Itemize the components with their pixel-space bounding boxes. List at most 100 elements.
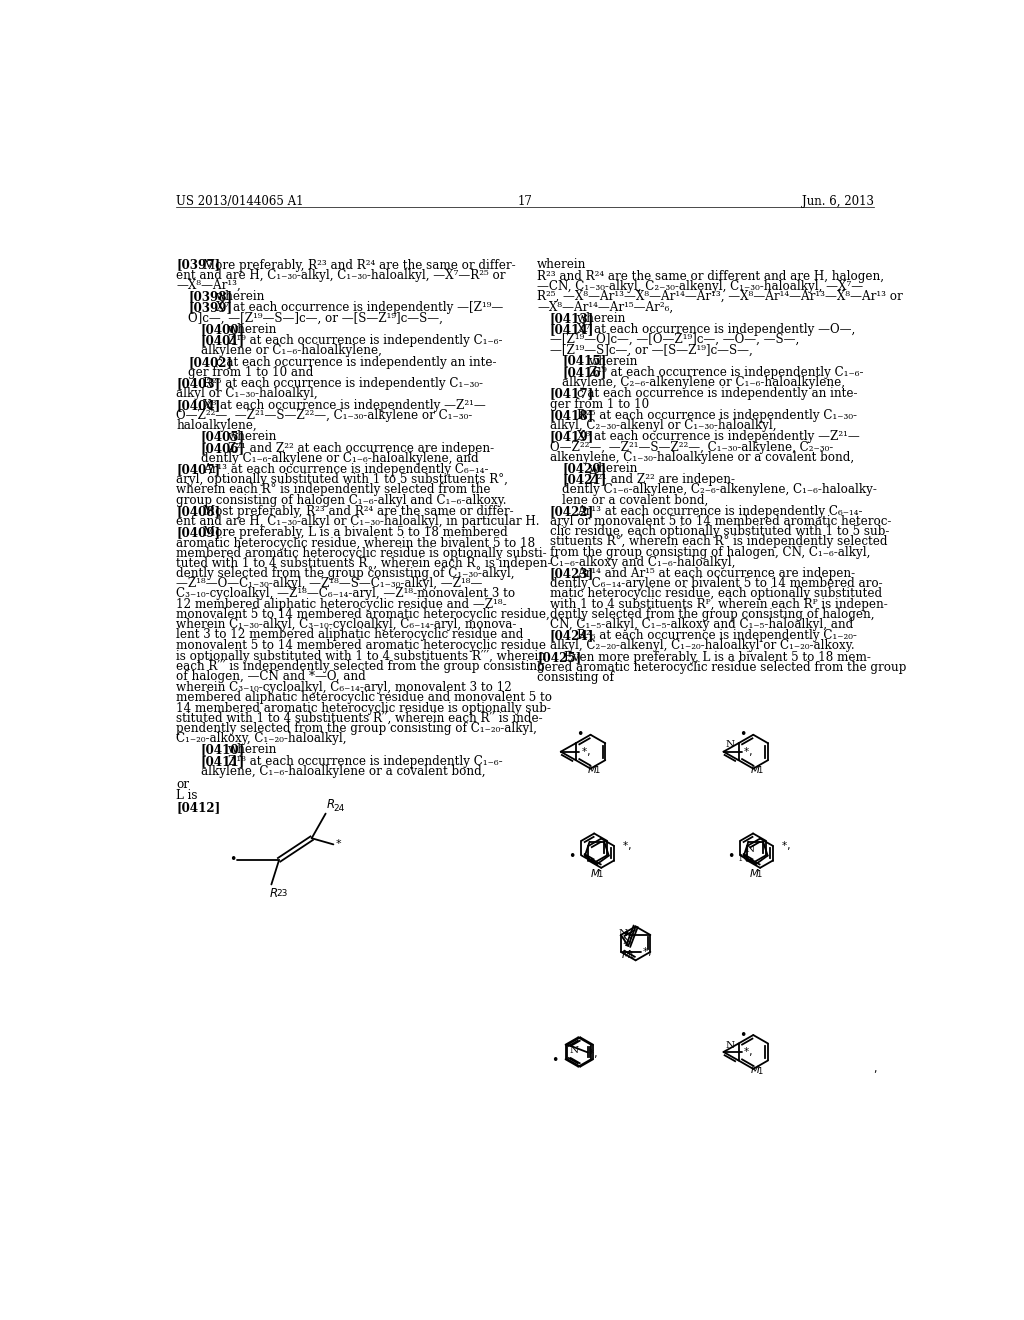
Text: lent 3 to 12 membered aliphatic heterocyclic residue and: lent 3 to 12 membered aliphatic heterocy… [176, 628, 523, 642]
Text: 1: 1 [757, 1067, 762, 1076]
Text: [0404]: [0404] [176, 399, 220, 412]
Text: N: N [745, 845, 755, 854]
Text: •: • [568, 850, 575, 863]
Text: •: • [229, 853, 237, 866]
Text: M: M [588, 764, 597, 775]
Text: Z²¹ and Z²² at each occurrence are indepen-: Z²¹ and Z²² at each occurrence are indep… [228, 442, 494, 454]
Text: alkyl, C₂₋₃₀-alkenyl or C₁₋₃₀-haloalkyl,: alkyl, C₂₋₃₀-alkenyl or C₁₋₃₀-haloalkyl, [550, 418, 776, 432]
Text: Ar¹³ at each occurrence is independently C₆₋₁₄-: Ar¹³ at each occurrence is independently… [203, 463, 488, 477]
Text: or: or [176, 777, 189, 791]
Text: Z¹⁹ at each occurrence is independently C₁₋₆-: Z¹⁹ at each occurrence is independently … [228, 334, 503, 347]
Text: —[Z¹⁹—S]ᴄ—, or —[S—Z¹⁹]ᴄ—S—,: —[Z¹⁹—S]ᴄ—, or —[S—Z¹⁹]ᴄ—S—, [550, 343, 753, 356]
Text: [0401]: [0401] [201, 334, 245, 347]
Text: pendently selected from the group consisting of C₁₋₂₀-alkyl,: pendently selected from the group consis… [176, 722, 537, 735]
Text: of halogen, —CN and *—O, and: of halogen, —CN and *—O, and [176, 671, 366, 682]
Text: [0413]: [0413] [550, 312, 594, 325]
Text: X⁸ at each occurrence is independently —Z²¹—: X⁸ at each occurrence is independently —… [577, 430, 859, 444]
Text: [0414]: [0414] [550, 323, 594, 337]
Text: membered aromatic heterocyclic residue is optionally substi-: membered aromatic heterocyclic residue i… [176, 546, 547, 560]
Text: R²⁵ at each occurrence is independently C₁₋₃₀-: R²⁵ at each occurrence is independently … [203, 378, 483, 391]
Text: Even more preferably, L is a bivalent 5 to 18 mem-: Even more preferably, L is a bivalent 5 … [564, 651, 871, 664]
Text: aromatic heterocyclic residue, wherein the bivalent 5 to 18: aromatic heterocyclic residue, wherein t… [176, 537, 536, 549]
Text: alkylene, C₁₋₆-haloalkylene or a covalent bond,: alkylene, C₁₋₆-haloalkylene or a covalen… [201, 764, 485, 777]
Text: wherein: wherein [589, 355, 639, 367]
Text: R²₆ at each occurrence is independently C₁₋₂₀-: R²₆ at each occurrence is independently … [577, 630, 856, 643]
Text: ,: , [873, 1064, 877, 1073]
Text: [0417]: [0417] [550, 387, 594, 400]
Text: alkylene or C₁₋₆-haloalkylene,: alkylene or C₁₋₆-haloalkylene, [201, 345, 382, 358]
Text: bered aromatic heterocyclic residue selected from the group: bered aromatic heterocyclic residue sele… [538, 661, 906, 675]
Text: dently C₁₋₆-alkylene, C₂₋₆-alkenylene, C₁₋₆-haloalky-: dently C₁₋₆-alkylene, C₂₋₆-alkenylene, C… [562, 483, 877, 496]
Text: lene or a covalent bond,: lene or a covalent bond, [562, 494, 709, 507]
Text: tuted with 1 to 4 substituents R˳, wherein each R˳ is indepen-: tuted with 1 to 4 substituents R˳, where… [176, 557, 552, 570]
Text: [0423]: [0423] [550, 568, 594, 579]
Text: consisting of: consisting of [538, 671, 614, 684]
Text: [0407]: [0407] [176, 463, 220, 477]
Text: [0425]: [0425] [538, 651, 582, 664]
Text: *: * [336, 840, 341, 849]
Text: [0398]: [0398] [188, 290, 232, 304]
Text: [0409]: [0409] [176, 527, 220, 540]
Text: O—Z²²—, —Z²¹—S—Z²²—, C₁₋₃₀-alkylene or C₁₋₃₀-: O—Z²²—, —Z²¹—S—Z²²—, C₁₋₃₀-alkylene or C… [176, 409, 472, 422]
Text: [0412]: [0412] [176, 801, 220, 814]
Text: [0411]: [0411] [201, 755, 245, 768]
Text: •: • [622, 928, 630, 941]
Text: dently C₆₋₁₄-arylene or bivalent 5 to 14 membered aro-: dently C₆₋₁₄-arylene or bivalent 5 to 14… [550, 577, 883, 590]
Text: —X⁸—Ar¹³,: —X⁸—Ar¹³, [176, 279, 241, 292]
Text: stituted with 1 to 4 substituents R′′, wherein each R′′ is inde-: stituted with 1 to 4 substituents R′′, w… [176, 711, 543, 725]
Text: *,: *, [744, 747, 756, 756]
Text: *,: *, [642, 946, 654, 957]
Text: X⁸ at each occurrence is independently —Z²¹—: X⁸ at each occurrence is independently —… [203, 399, 486, 412]
Text: Z²¹ and Z²² are indepen-: Z²¹ and Z²² are indepen- [589, 474, 735, 486]
Text: wherein: wherein [228, 743, 278, 756]
Text: alkyl or C₁₋₃₀-haloalkyl,: alkyl or C₁₋₃₀-haloalkyl, [176, 387, 317, 400]
Text: 12 membered aliphatic heterocyclic residue and —Z¹⁸-: 12 membered aliphatic heterocyclic resid… [176, 598, 507, 611]
Text: [0405]: [0405] [201, 430, 245, 444]
Text: 14 membered aromatic heterocyclic residue is optionally sub-: 14 membered aromatic heterocyclic residu… [176, 701, 551, 714]
Text: wherein: wherein [228, 430, 278, 444]
Text: wherein: wherein [538, 259, 587, 272]
Text: alkenylene, C₁₋₃₀-haloalkylene or a covalent bond,: alkenylene, C₁₋₃₀-haloalkylene or a cova… [550, 450, 854, 463]
Text: O]ᴄ—, —[Z¹⁹—S—]ᴄ—, or —[S—Z¹⁹]ᴄ—S—,: O]ᴄ—, —[Z¹⁹—S—]ᴄ—, or —[S—Z¹⁹]ᴄ—S—, [188, 312, 443, 325]
Text: aryl, optionally substituted with 1 to 5 substituents R°,: aryl, optionally substituted with 1 to 5… [176, 474, 508, 486]
Text: •: • [575, 729, 584, 742]
Text: wherein C₁₋₃₀-alkyl, C₃₋₁₀-cycloalkyl, C₆₋₁₄-aryl, monova-: wherein C₁₋₃₀-alkyl, C₃₋₁₀-cycloalkyl, C… [176, 618, 516, 631]
Text: [0422]: [0422] [550, 506, 594, 517]
Text: —CN, C₁₋₃₀-alkyl, C₂₋₃₀-alkenyl, C₁₋₃₀-haloalkyl, —X⁷—: —CN, C₁₋₃₀-alkyl, C₂₋₃₀-alkenyl, C₁₋₃₀-h… [538, 280, 863, 293]
Text: R: R [270, 887, 278, 900]
Text: dently selected from the group consisting of C₁₋₃₀-alkyl,: dently selected from the group consistin… [176, 568, 514, 579]
Text: 23: 23 [276, 890, 288, 898]
Text: M: M [751, 1065, 760, 1074]
Text: *,: *, [589, 1049, 601, 1059]
Text: [0397]: [0397] [176, 259, 220, 272]
Text: ent and are H, C₁₋₃₀-alkyl or C₁₋₃₀-haloalkyl, in particular H.: ent and are H, C₁₋₃₀-alkyl or C₁₋₃₀-halo… [176, 515, 540, 528]
Text: alkylene, C₂₋₆-alkenylene or C₁₋₆-haloalkylene,: alkylene, C₂₋₆-alkenylene or C₁₋₆-haloal… [562, 376, 845, 389]
Text: Most preferably, R²³ and R²⁴ are the same or differ-: Most preferably, R²³ and R²⁴ are the sam… [203, 506, 514, 517]
Text: Ar¹³ at each occurrence is independently C₆₋₁₄-: Ar¹³ at each occurrence is independently… [577, 506, 862, 517]
Text: dently selected from the group consisting of halogen,: dently selected from the group consistin… [550, 607, 874, 620]
Text: Z¹⁹ at each occurrence is independently C₁₋₆-: Z¹⁹ at each occurrence is independently … [589, 366, 863, 379]
Text: C₁₋₆-alkoxy and C₁₋₆-haloalkyl,: C₁₋₆-alkoxy and C₁₋₆-haloalkyl, [550, 556, 735, 569]
Text: aryl or monovalent 5 to 14 membered aromatic heteroc-: aryl or monovalent 5 to 14 membered arom… [550, 515, 891, 528]
Text: R: R [328, 797, 335, 810]
Text: [0419]: [0419] [550, 430, 594, 444]
Text: —[Z¹⁹—O]ᴄ—, —[O—Z¹⁹]ᴄ—, —O—, —S—,: —[Z¹⁹—O]ᴄ—, —[O—Z¹⁹]ᴄ—, —O—, —S—, [550, 333, 799, 346]
Text: *,: *, [782, 841, 794, 851]
Text: *,: *, [582, 747, 594, 756]
Text: •: • [738, 1028, 746, 1041]
Text: [0406]: [0406] [201, 442, 245, 454]
Text: with 1 to 4 substituents Rᴾ, wherein each Rᴾ is indepen-: with 1 to 4 substituents Rᴾ, wherein eac… [550, 598, 888, 611]
Text: 1: 1 [629, 952, 634, 961]
Text: ent and are H, C₁₋₃₀-alkyl, C₁₋₃₀-haloalkyl, —X⁷—R²⁵ or: ent and are H, C₁₋₃₀-alkyl, C₁₋₃₀-haloal… [176, 269, 506, 281]
Text: stituents R°, wherein each R° is independently selected: stituents R°, wherein each R° is indepen… [550, 536, 887, 549]
Text: [0399]: [0399] [188, 301, 232, 314]
Text: L is: L is [176, 789, 198, 803]
Text: from the group consisting of halogen, CN, C₁₋₆-alkyl,: from the group consisting of halogen, CN… [550, 545, 870, 558]
Text: wherein: wherein [228, 323, 278, 337]
Text: R²⁵ at each occurrence is independently C₁₋₃₀-: R²⁵ at each occurrence is independently … [577, 409, 857, 422]
Text: wherein C₃₋₁₀-cycloalkyl, C₆₋₁₄-aryl, monovalent 3 to 12: wherein C₃₋₁₀-cycloalkyl, C₆₋₁₄-aryl, mo… [176, 681, 512, 694]
Text: c at each occurrence is independently an inte-: c at each occurrence is independently an… [215, 356, 496, 368]
Text: O—Z²²—, —Z²¹—S—Z²²—, C₁₋₃₀-alkylene, C₂₋₃₀-: O—Z²²—, —Z²¹—S—Z²²—, C₁₋₃₀-alkylene, C₂₋… [550, 441, 833, 454]
Text: R²⁵, —X⁸—Ar¹³—X⁸—Ar¹⁴—Ar¹³, —X⁸—Ar¹⁴—Ar¹³—X⁸—Ar¹³ or: R²⁵, —X⁸—Ar¹³—X⁸—Ar¹⁴—Ar¹³, —X⁸—Ar¹⁴—Ar¹… [538, 290, 903, 304]
Text: ger from 1 to 10: ger from 1 to 10 [550, 397, 649, 411]
